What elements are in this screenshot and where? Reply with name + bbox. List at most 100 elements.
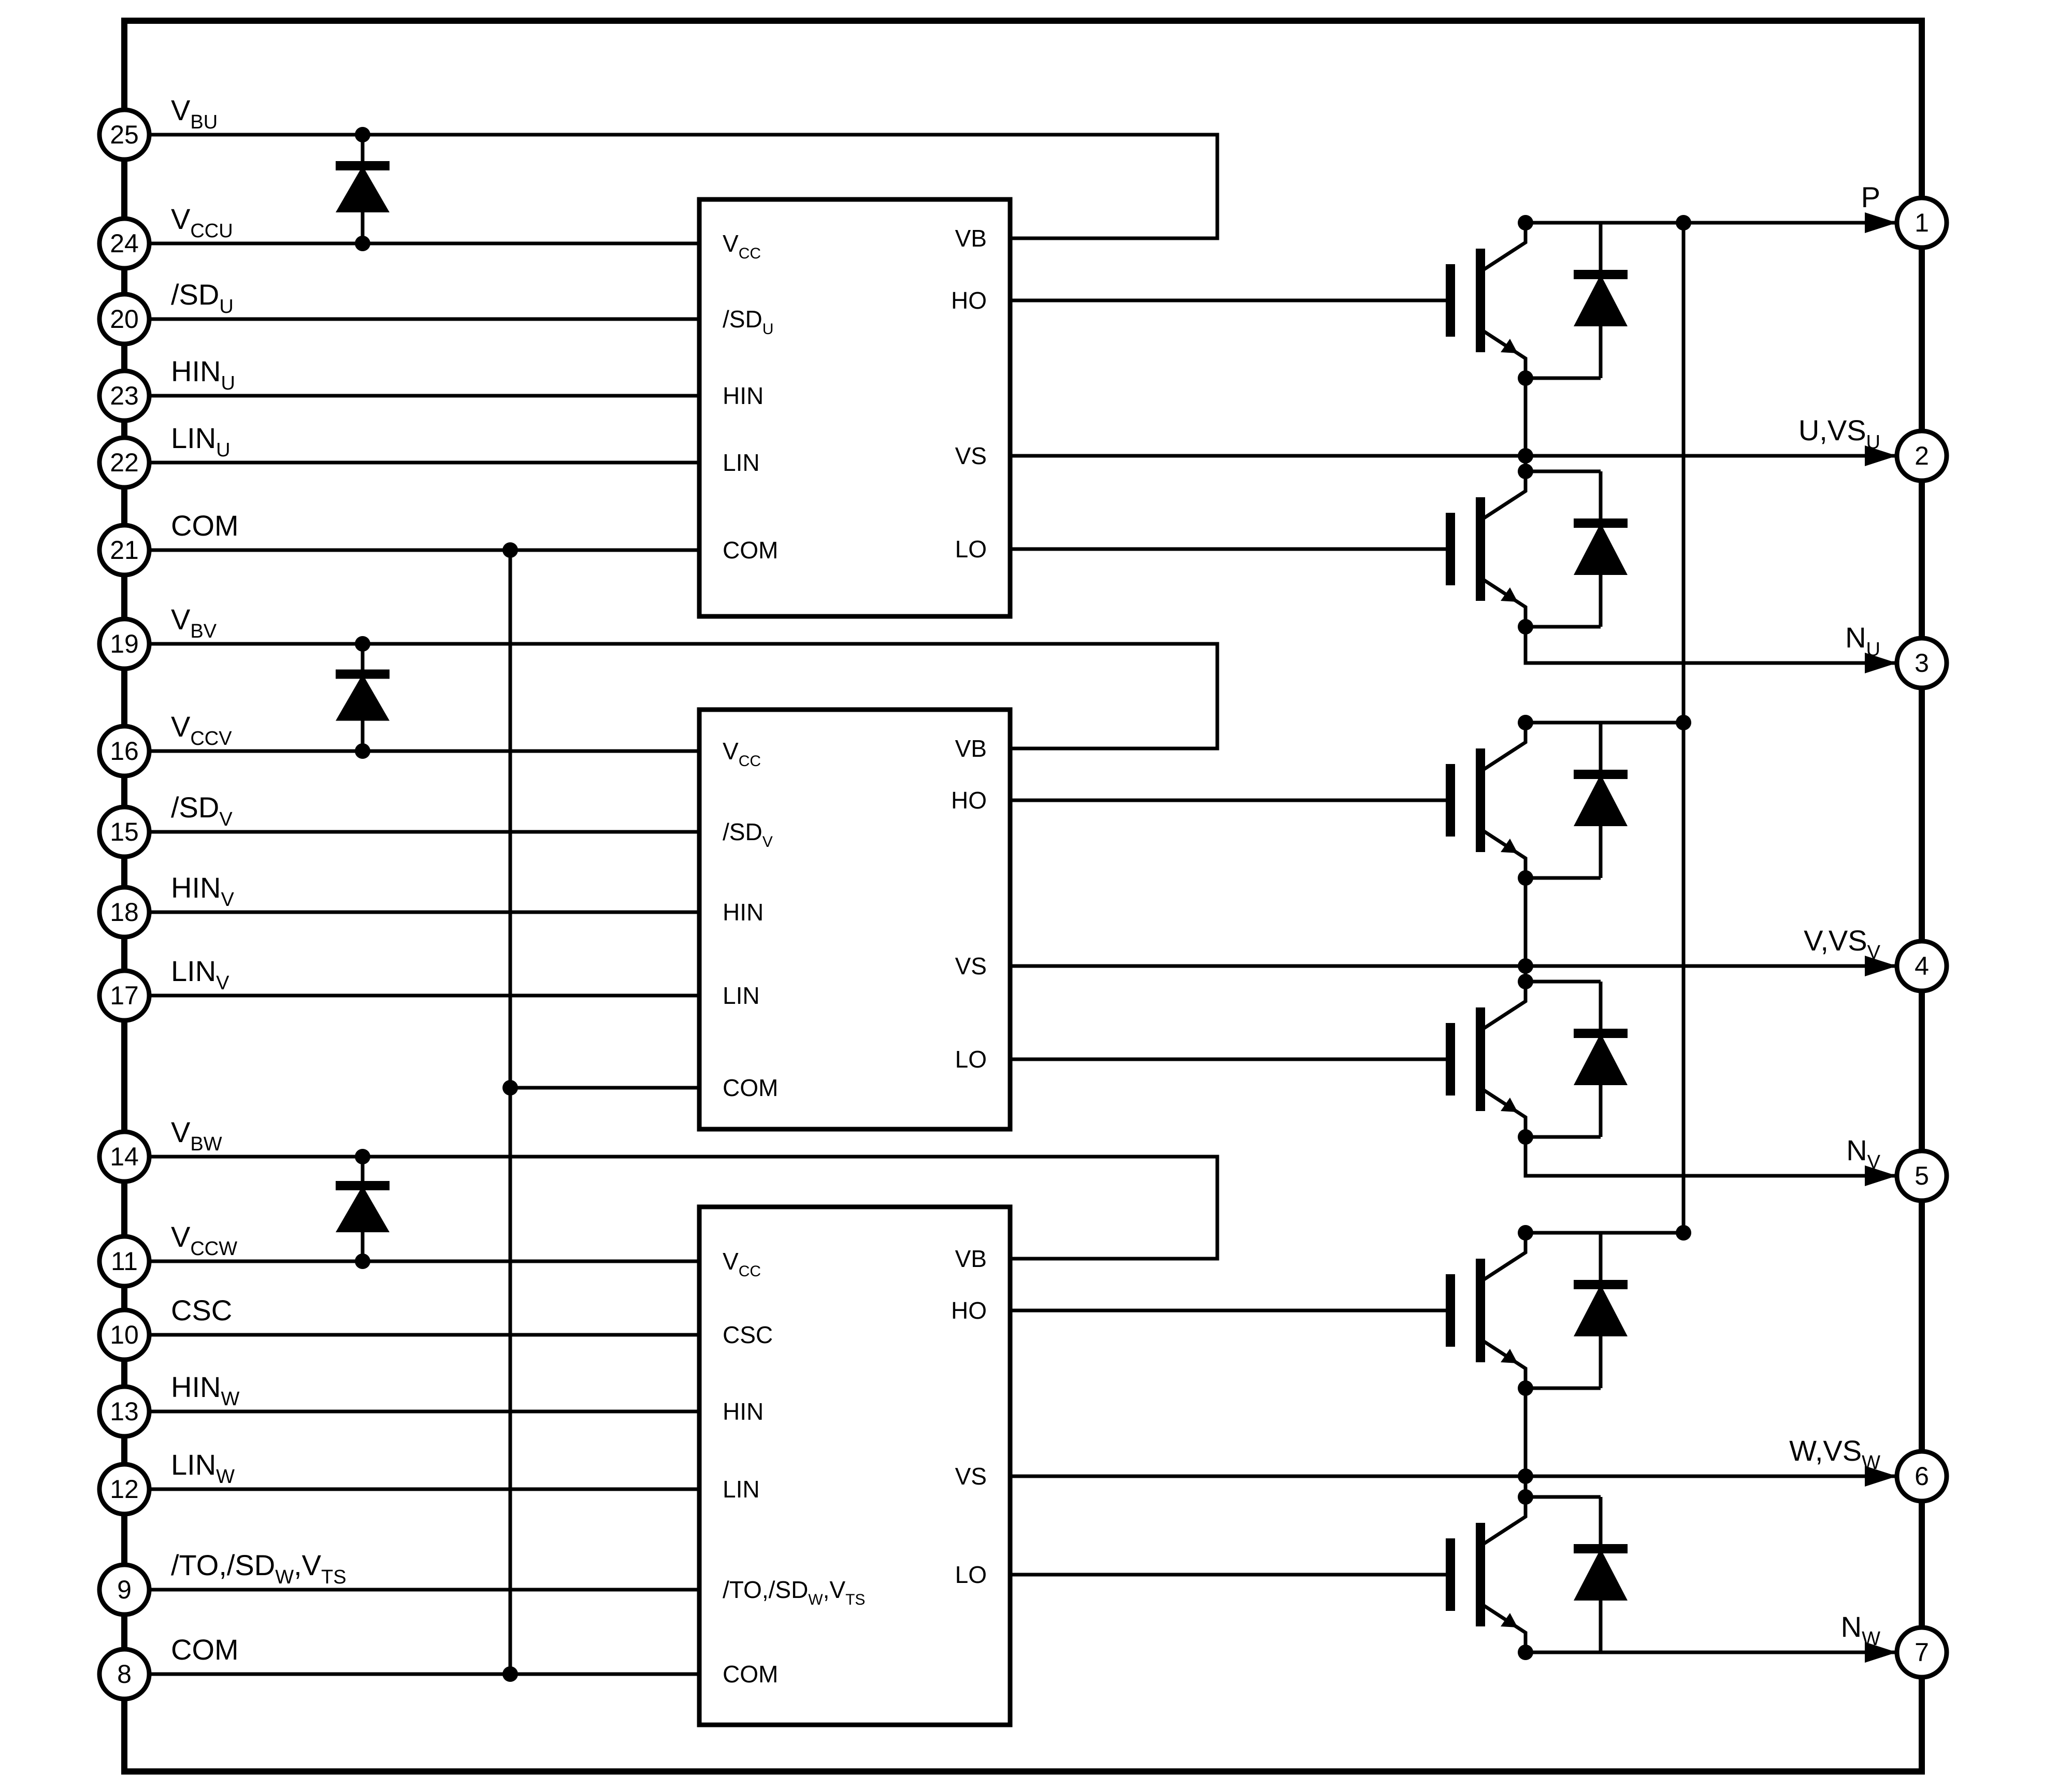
pin-circle — [97, 968, 152, 1023]
junction-dot — [1518, 1225, 1533, 1241]
junction-dot — [502, 1666, 518, 1682]
left-pin-label: COM — [171, 509, 239, 542]
igbt-emitter — [1481, 1603, 1528, 1652]
block-u-input-label: HIN — [723, 382, 764, 409]
pin-number: 23 — [110, 381, 139, 410]
freewheel-diode-w-low-side — [1574, 1549, 1628, 1601]
block-v-output-label: LO — [955, 1046, 987, 1073]
pin-circle — [97, 368, 152, 423]
gate-driver-block-u — [697, 197, 1013, 619]
freewheel-diode-w-high-side — [1574, 1285, 1628, 1336]
left-pin-label: LINV — [171, 955, 229, 994]
pin-number: 10 — [110, 1320, 139, 1349]
junction-dot — [1518, 464, 1533, 479]
left-pin-label: HINV — [171, 871, 234, 911]
block-v-output-label: VS — [955, 953, 987, 979]
left-pin-8: 8 — [97, 1647, 152, 1702]
junction-dot — [1518, 448, 1533, 464]
right-pin-4: 4 — [1894, 939, 1949, 993]
block-u-output-label: VB — [955, 225, 987, 252]
bootstrap-diode-v — [336, 674, 390, 721]
igbt-emitter — [1481, 1339, 1528, 1388]
right-pin-label: V,VSV — [1804, 924, 1880, 963]
pin-number: 25 — [110, 120, 139, 149]
igbt-emitter — [1481, 329, 1528, 378]
pin-number: 20 — [110, 305, 139, 334]
block-u-input-label: LIN — [723, 449, 760, 476]
block-v-input-label: VCC — [723, 738, 761, 770]
signal-arrowhead — [1865, 653, 1897, 673]
right-pin-label: U,VSU — [1798, 414, 1880, 453]
pin-number: 22 — [110, 448, 139, 477]
pin-circle — [97, 216, 152, 271]
pin-number: 15 — [110, 817, 139, 846]
block-u-output-label: VS — [955, 442, 987, 469]
left-pin-label: /SDV — [171, 791, 233, 830]
left-pin-label: /SDU — [171, 278, 234, 318]
left-pin-label: VCCV — [171, 710, 232, 750]
left-pin-label: VBV — [171, 603, 217, 642]
left-pin-label: LINW — [171, 1448, 235, 1488]
freewheel-diode-v-high-side — [1574, 774, 1628, 826]
pin-number: 17 — [110, 981, 139, 1010]
pin-circle — [97, 435, 152, 490]
pin-circle — [97, 1562, 152, 1617]
pin-number: 3 — [1915, 648, 1929, 678]
left-pin-16: 16 — [97, 724, 152, 779]
junction-dot — [502, 1080, 518, 1096]
pin-number: 12 — [110, 1475, 139, 1504]
pin-circle — [97, 616, 152, 671]
left-pin-14: 14 — [97, 1129, 152, 1184]
pin-circle — [97, 1234, 152, 1289]
pin-number: 2 — [1915, 441, 1929, 470]
module-border — [121, 18, 1925, 1775]
igbt-v-low-side — [1446, 979, 1628, 1139]
wire-vb-route-25 — [149, 133, 1219, 240]
block-v-input-label: COM — [723, 1074, 778, 1101]
wire-n-u — [1523, 627, 1897, 665]
right-pin-label: NU — [1845, 621, 1880, 660]
pin-number: 21 — [110, 536, 139, 565]
block-w-input-label: CSC — [723, 1321, 773, 1348]
left-pin-11: 11 — [97, 1234, 152, 1289]
junction-dot — [1518, 1468, 1533, 1484]
freewheel-diode-u-high-side — [1574, 275, 1628, 326]
left-pin-label: VCCW — [171, 1220, 237, 1260]
left-pin-20: 20 — [97, 292, 152, 347]
freewheel-diode-u-low-side — [1574, 523, 1628, 575]
block-u-input-label: COM — [723, 537, 778, 564]
junction-dot — [1518, 1380, 1533, 1396]
junction-dot — [1518, 1645, 1533, 1660]
left-pin-25: 25 — [97, 107, 152, 162]
block-w-output-label: VB — [955, 1245, 987, 1272]
block-w-input-label: HIN — [723, 1398, 764, 1425]
junction-dot — [1518, 619, 1533, 635]
junction-dot — [1676, 1225, 1691, 1241]
right-pin-7: 7 — [1894, 1625, 1949, 1680]
left-pin-10: 10 — [97, 1307, 152, 1362]
block-w-input-label: COM — [723, 1661, 778, 1688]
junction-dot — [1518, 958, 1533, 974]
signal-arrowhead — [1865, 212, 1897, 233]
right-pin-3: 3 — [1894, 636, 1949, 690]
igbt-v-high-side — [1446, 720, 1628, 880]
left-pin-label: COM — [171, 1633, 239, 1666]
pin-number: 14 — [110, 1142, 139, 1171]
right-pin-5: 5 — [1894, 1148, 1949, 1203]
signal-arrowhead — [1865, 1165, 1897, 1186]
right-pin-1: 1 — [1894, 195, 1949, 250]
bootstrap-diode-u — [336, 166, 390, 212]
junction-dot — [1518, 215, 1533, 230]
right-pin-2: 2 — [1894, 428, 1949, 483]
gate-driver-block-w — [697, 1204, 1013, 1727]
pin-circle — [97, 1647, 152, 1702]
pin-circle — [97, 804, 152, 859]
freewheel-diode-v-low-side — [1574, 1033, 1628, 1085]
left-pin-9: 9 — [97, 1562, 152, 1617]
junction-dot — [1518, 974, 1533, 989]
pin-number: 18 — [110, 898, 139, 927]
pin-number: 4 — [1915, 952, 1929, 981]
junction-dot — [355, 127, 370, 142]
igbt-u-low-side — [1446, 469, 1628, 629]
igbt-emitter-arrow — [1501, 339, 1518, 353]
